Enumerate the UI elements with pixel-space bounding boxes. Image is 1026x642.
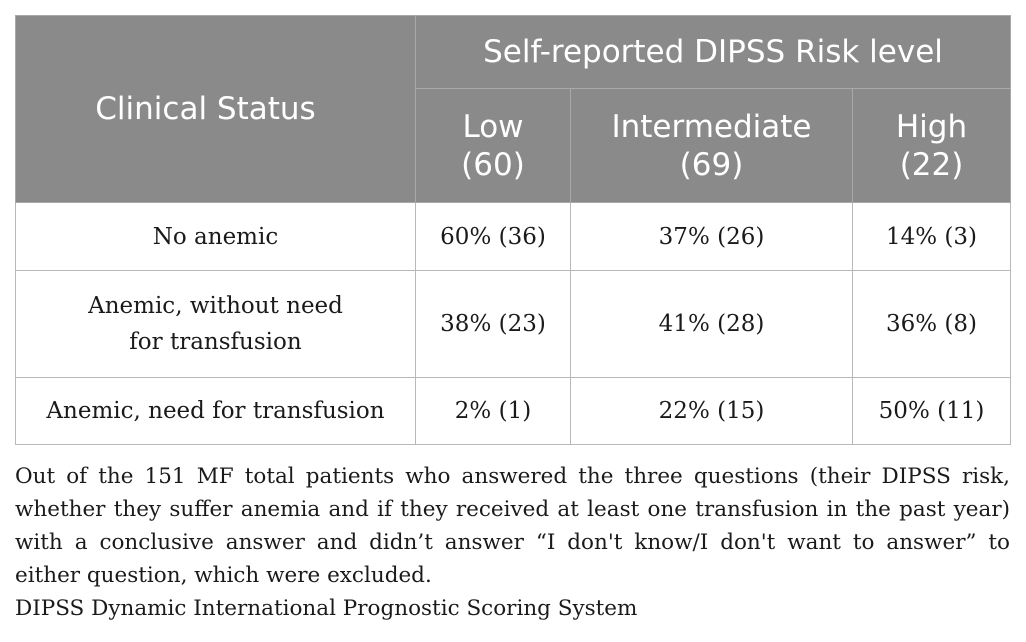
row-label: No anemic xyxy=(15,202,416,271)
cell-low: 2% (1) xyxy=(415,377,571,445)
dipss-anemia-table: Clinical Status Self-reported DIPSS Risk… xyxy=(15,15,1012,445)
header-high: High (22) xyxy=(851,88,1012,203)
cell-low: 38% (23) xyxy=(415,270,571,378)
abbreviation-note: DIPSS Dynamic International Prognostic S… xyxy=(15,596,638,621)
header-intermediate-label: Intermediate xyxy=(611,108,812,145)
row-label: Anemic, without need for transfusion xyxy=(15,270,416,378)
header-clinical-status: Clinical Status xyxy=(15,15,416,203)
cell-low: 60% (36) xyxy=(415,202,571,271)
cell-intermediate: 37% (26) xyxy=(570,202,853,271)
header-risk-level-group: Self-reported DIPSS Risk level xyxy=(414,15,1012,89)
row-label-line: for transfusion xyxy=(129,329,302,355)
header-high-label: High xyxy=(895,108,968,145)
table-row: No anemic 60% (36) 37% (26) 14% (3) xyxy=(15,202,1012,271)
header-intermediate-count: (69) xyxy=(679,146,744,183)
cell-intermediate: 22% (15) xyxy=(570,377,853,445)
cell-high: 36% (8) xyxy=(851,270,1012,378)
cell-intermediate: 41% (28) xyxy=(570,270,853,378)
table-body: No anemic 60% (36) 37% (26) 14% (3) Anem… xyxy=(15,202,1012,445)
header-high-count: (22) xyxy=(899,146,964,183)
cell-high: 50% (11) xyxy=(851,377,1012,445)
cell-high: 14% (3) xyxy=(851,202,1012,271)
header-intermediate: Intermediate (69) xyxy=(570,88,853,203)
table-row: Anemic, need for transfusion 2% (1) 22% … xyxy=(15,377,1012,445)
table-row: Anemic, without need for transfusion 38%… xyxy=(15,270,1012,378)
table-header: Clinical Status Self-reported DIPSS Risk… xyxy=(15,15,1012,203)
data-table-container: Clinical Status Self-reported DIPSS Risk… xyxy=(15,15,1012,445)
table-footnotes: Out of the 151 MF total patients who ans… xyxy=(15,460,1010,625)
header-low-label: Low xyxy=(462,108,524,145)
header-low: Low (60) xyxy=(415,88,571,203)
footnote-text: Out of the 151 MF total patients who ans… xyxy=(15,464,1010,588)
header-low-count: (60) xyxy=(461,146,525,183)
row-label-line: Anemic, without need xyxy=(88,293,343,319)
row-label: Anemic, need for transfusion xyxy=(15,377,416,445)
